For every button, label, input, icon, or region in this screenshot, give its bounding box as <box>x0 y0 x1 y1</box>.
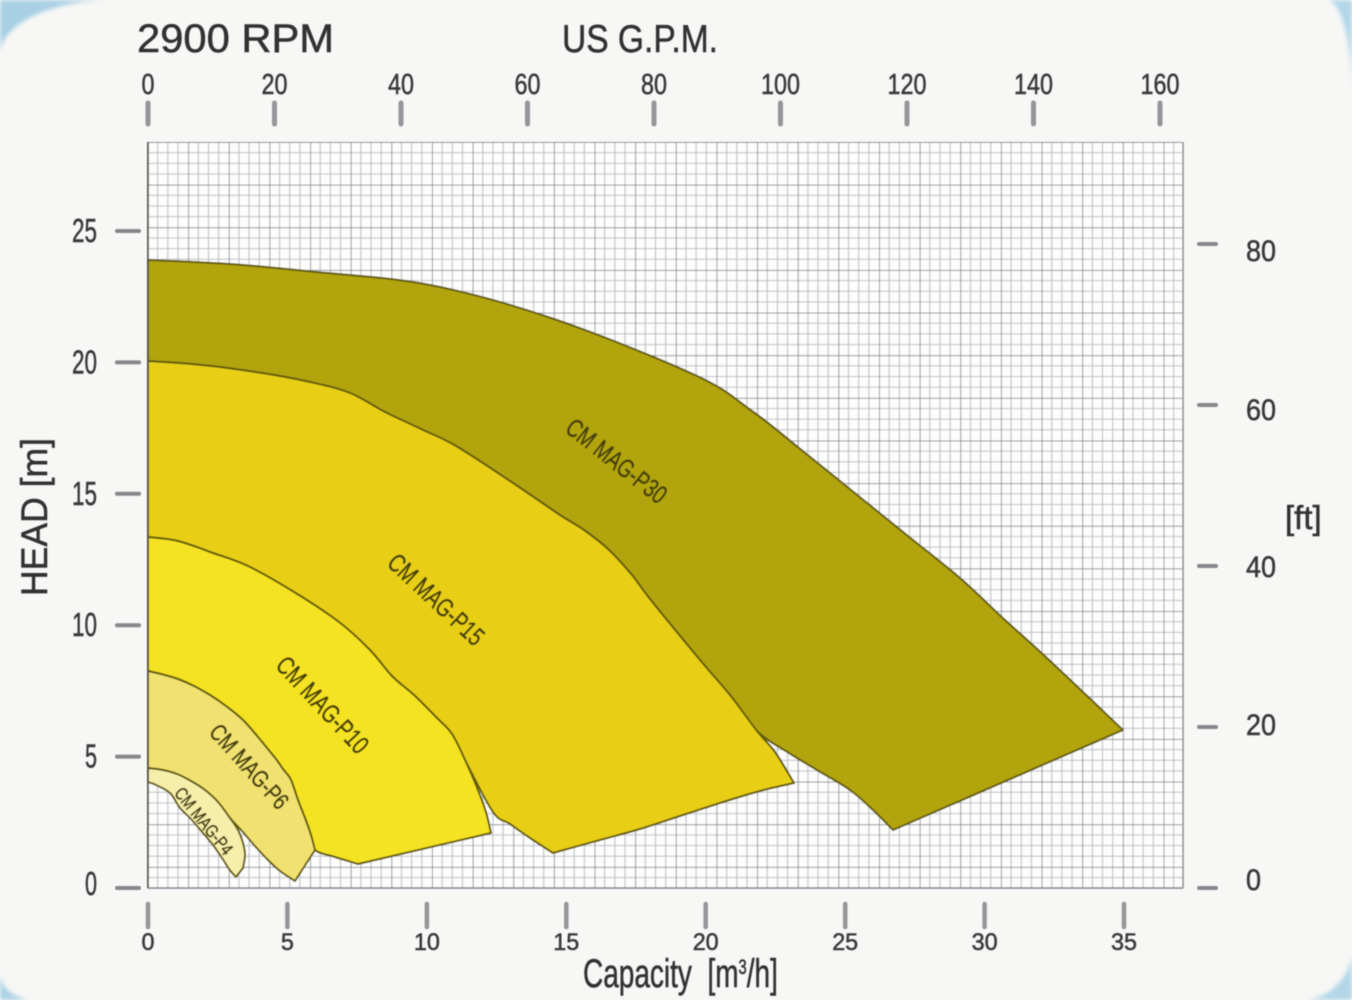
svg-text:20: 20 <box>262 69 288 101</box>
svg-text:40: 40 <box>388 69 414 101</box>
svg-text:100: 100 <box>761 69 800 101</box>
svg-text:35: 35 <box>1111 929 1137 956</box>
svg-text:[ft]: [ft] <box>1285 499 1322 536</box>
svg-text:2900 RPM: 2900 RPM <box>137 17 334 61</box>
svg-text:60: 60 <box>515 69 541 101</box>
svg-text:30: 30 <box>972 929 998 956</box>
svg-text:5: 5 <box>85 738 97 775</box>
svg-text:0: 0 <box>85 865 97 902</box>
svg-text:120: 120 <box>888 69 927 101</box>
svg-text:20: 20 <box>693 929 719 956</box>
svg-text:20: 20 <box>72 343 97 380</box>
svg-text:15: 15 <box>72 475 97 512</box>
svg-text:80: 80 <box>1246 235 1276 268</box>
svg-text:0: 0 <box>142 69 155 101</box>
svg-text:60: 60 <box>1246 394 1276 427</box>
svg-text:20: 20 <box>1246 709 1276 742</box>
svg-text:10: 10 <box>414 929 440 956</box>
svg-text:25: 25 <box>832 929 858 956</box>
svg-text:5: 5 <box>281 929 294 956</box>
svg-text:HEAD [m]: HEAD [m] <box>14 438 55 596</box>
svg-text:80: 80 <box>641 69 667 101</box>
svg-text:Capacity [m3/h]: Capacity [m3/h] <box>583 952 778 996</box>
svg-text:US G.P.M.: US G.P.M. <box>562 18 718 61</box>
svg-text:25: 25 <box>72 212 97 249</box>
svg-text:140: 140 <box>1014 69 1053 101</box>
svg-text:40: 40 <box>1246 551 1276 584</box>
svg-text:10: 10 <box>72 606 97 643</box>
svg-text:0: 0 <box>142 929 155 956</box>
svg-text:160: 160 <box>1141 69 1180 101</box>
svg-text:0: 0 <box>1246 864 1261 897</box>
svg-text:15: 15 <box>553 929 579 956</box>
